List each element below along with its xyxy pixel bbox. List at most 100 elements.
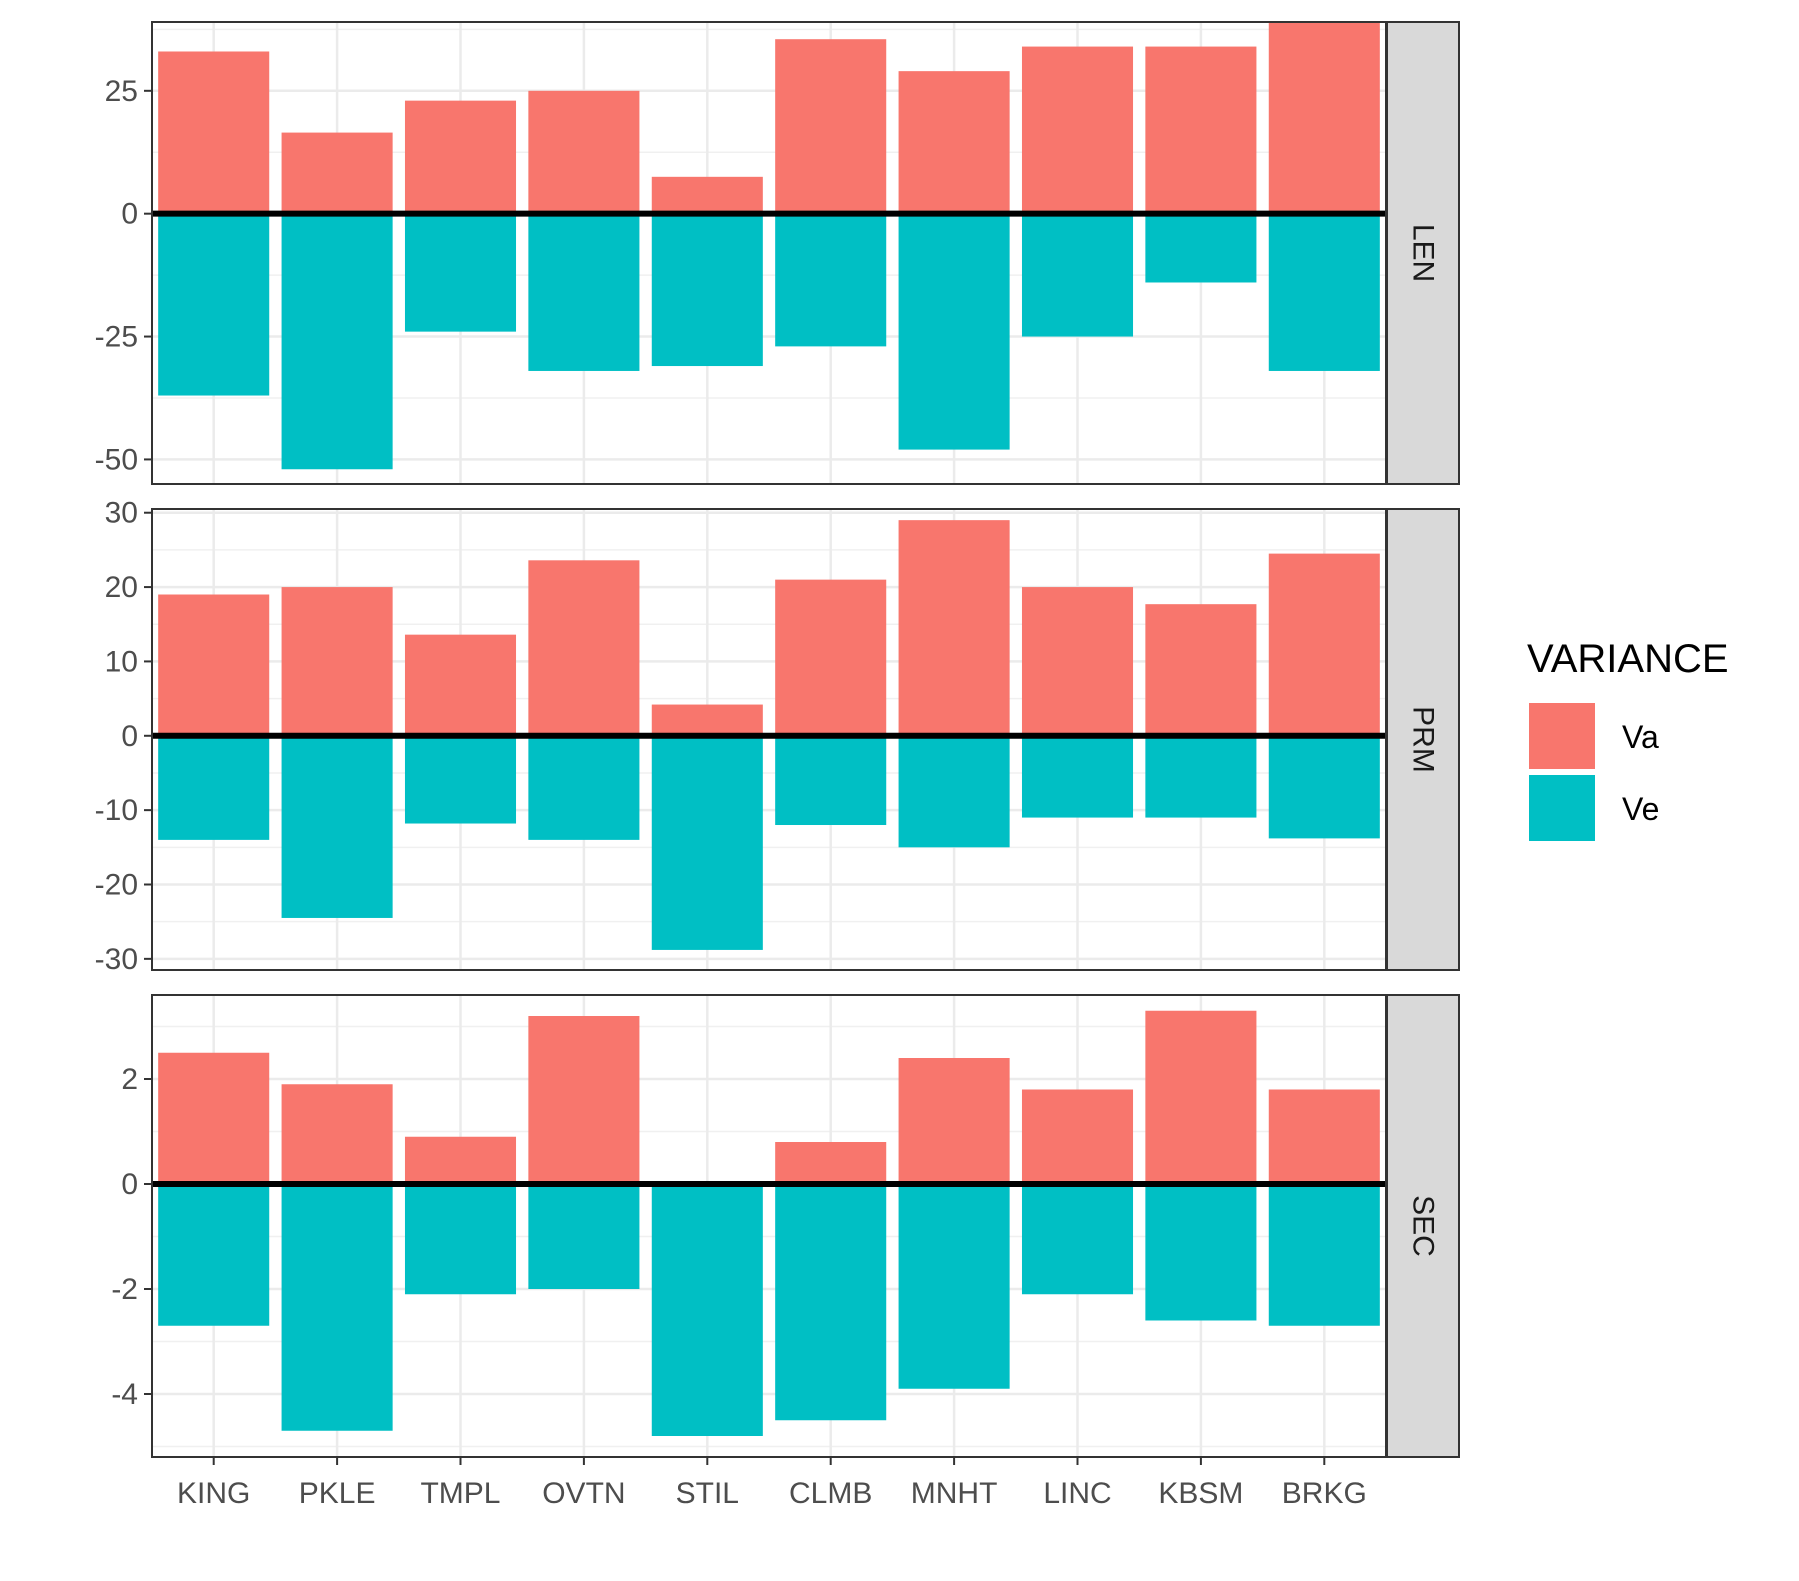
bar-va-tmpl bbox=[404, 634, 517, 736]
bar-va-ovtn bbox=[528, 560, 640, 736]
bar-va-pkle bbox=[281, 132, 393, 214]
bar-ve-stil bbox=[651, 213, 763, 367]
x-tick-label-king: KING bbox=[177, 1477, 250, 1510]
bar-va-brkg bbox=[1268, 553, 1380, 736]
bar-va-kbsm bbox=[1145, 46, 1257, 214]
x-tick-label-stil: STIL bbox=[676, 1477, 739, 1510]
bar-va-ovtn bbox=[528, 1016, 640, 1184]
bar-va-brkg bbox=[1268, 1089, 1380, 1184]
y-tick-label: -10 bbox=[95, 794, 138, 827]
bar-va-mnht bbox=[898, 520, 1010, 736]
legend-label-ve: Ve bbox=[1622, 791, 1659, 827]
bar-va-kbsm bbox=[1145, 604, 1257, 736]
bar-va-linc bbox=[1021, 46, 1134, 214]
facet-strip bbox=[1386, 994, 1460, 1458]
bar-ve-brkg bbox=[1268, 1184, 1380, 1326]
bar-ve-kbsm bbox=[1145, 213, 1257, 283]
bar-va-stil bbox=[651, 704, 763, 736]
bar-va-pkle bbox=[281, 1084, 393, 1184]
y-tick-label: 25 bbox=[105, 75, 138, 108]
bar-ve-linc bbox=[1021, 735, 1134, 818]
bar-va-clmb bbox=[775, 39, 887, 214]
bar-va-tmpl bbox=[404, 1136, 517, 1184]
y-tick-label: -25 bbox=[95, 321, 138, 354]
y-tick-label: 0 bbox=[121, 720, 138, 753]
bar-ve-clmb bbox=[775, 213, 887, 347]
x-tick-label-ovtn: OVTN bbox=[542, 1477, 625, 1510]
bar-ve-clmb bbox=[775, 1184, 887, 1421]
bar-va-brkg bbox=[1268, 22, 1380, 214]
facet-strip-label: LEN bbox=[1407, 224, 1440, 282]
bar-va-king bbox=[158, 1052, 270, 1184]
bar-va-king bbox=[158, 51, 270, 214]
bar-va-mnht bbox=[898, 71, 1010, 214]
legend-title: VARIANCE bbox=[1527, 637, 1729, 681]
bar-ve-linc bbox=[1021, 1184, 1134, 1295]
bar-va-pkle bbox=[281, 587, 393, 736]
y-tick-label: -4 bbox=[111, 1378, 138, 1411]
y-tick-label: -50 bbox=[95, 443, 138, 476]
y-tick-label: -2 bbox=[111, 1273, 138, 1306]
bar-ve-pkle bbox=[281, 1184, 393, 1431]
legend-key-ve bbox=[1529, 775, 1595, 841]
x-tick-label-pkle: PKLE bbox=[299, 1477, 376, 1510]
legend-label-va: Va bbox=[1622, 719, 1659, 755]
x-tick-label-mnht: MNHT bbox=[911, 1477, 998, 1510]
bar-ve-brkg bbox=[1268, 735, 1380, 839]
y-tick-label: 10 bbox=[105, 645, 138, 678]
x-tick-label-tmpl: TMPL bbox=[420, 1477, 500, 1510]
bar-ve-king bbox=[158, 735, 270, 840]
bar-ve-mnht bbox=[898, 735, 1010, 848]
bar-ve-king bbox=[158, 1184, 270, 1326]
bar-ve-king bbox=[158, 213, 270, 396]
y-tick-label: -20 bbox=[95, 868, 138, 901]
bar-ve-mnht bbox=[898, 1184, 1010, 1389]
facet-strip-label: PRM bbox=[1407, 706, 1440, 773]
x-tick-label-clmb: CLMB bbox=[789, 1477, 872, 1510]
bar-va-linc bbox=[1021, 587, 1134, 736]
legend-key-va bbox=[1529, 703, 1595, 769]
y-tick-label: 2 bbox=[121, 1063, 138, 1096]
bar-va-mnht bbox=[898, 1058, 1010, 1184]
bar-ve-clmb bbox=[775, 735, 887, 826]
bar-va-linc bbox=[1021, 1089, 1134, 1184]
facet-strip bbox=[1386, 508, 1460, 971]
x-tick-label-linc: LINC bbox=[1043, 1477, 1111, 1510]
bar-ve-stil bbox=[651, 1184, 763, 1436]
bar-ve-mnht bbox=[898, 213, 1010, 450]
bar-ve-tmpl bbox=[404, 1184, 517, 1295]
bar-va-stil bbox=[651, 176, 763, 214]
bar-va-ovtn bbox=[528, 90, 640, 214]
bar-ve-pkle bbox=[281, 735, 393, 918]
bar-ve-brkg bbox=[1268, 213, 1380, 371]
facet-panel-prm: 30 20 10 0 -10 -20 -30 PRM bbox=[95, 497, 1460, 976]
bar-va-tmpl bbox=[404, 100, 517, 214]
bar-ve-tmpl bbox=[404, 735, 517, 824]
bar-ve-ovtn bbox=[528, 213, 640, 371]
legend: VARIANCE Va Ve bbox=[1527, 637, 1729, 841]
y-tick-label: 20 bbox=[105, 571, 138, 604]
bar-ve-linc bbox=[1021, 213, 1134, 337]
facet-strip-label: SEC bbox=[1407, 1195, 1440, 1257]
facet-panel-sec: 2 0 -2 -4 SEC bbox=[111, 994, 1460, 1458]
bar-va-kbsm bbox=[1145, 1010, 1257, 1184]
bar-ve-stil bbox=[651, 735, 763, 950]
bar-ve-ovtn bbox=[528, 1184, 640, 1289]
x-tick-label-kbsm: KBSM bbox=[1158, 1477, 1243, 1510]
x-axis: KING PKLE TMPL OVTN STIL CLMB MNHT LINC KBSM BRKG bbox=[177, 1457, 1367, 1510]
bar-ve-pkle bbox=[281, 213, 393, 470]
bar-va-king bbox=[158, 594, 270, 736]
bar-va-clmb bbox=[775, 579, 887, 736]
y-tick-label: -30 bbox=[95, 943, 138, 976]
bar-ve-tmpl bbox=[404, 213, 517, 332]
bar-ve-kbsm bbox=[1145, 1184, 1257, 1321]
bar-ve-ovtn bbox=[528, 735, 640, 840]
bar-ve-kbsm bbox=[1145, 735, 1257, 818]
y-tick-label: 0 bbox=[121, 198, 138, 231]
y-tick-label: 0 bbox=[121, 1168, 138, 1201]
facet-strip bbox=[1386, 21, 1460, 485]
y-tick-label: 30 bbox=[105, 497, 138, 530]
x-tick-label-brkg: BRKG bbox=[1282, 1477, 1367, 1510]
